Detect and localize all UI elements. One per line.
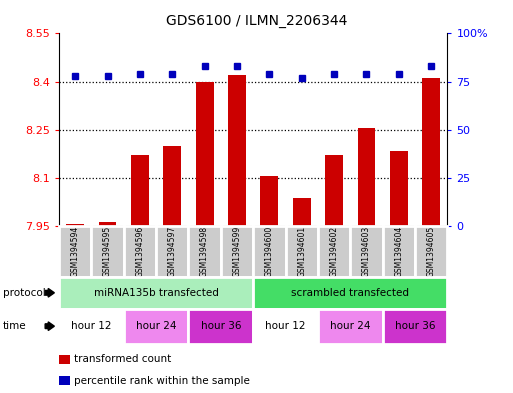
Text: GDS6100 / ILMN_2206344: GDS6100 / ILMN_2206344 [166,14,347,28]
Bar [350,226,383,277]
Text: GSM1394600: GSM1394600 [265,226,274,277]
Text: GSM1394605: GSM1394605 [427,226,436,277]
Bar [196,82,213,226]
Bar [293,198,310,226]
Bar [383,309,447,344]
Bar [59,226,91,277]
Text: miRNA135b transfected: miRNA135b transfected [94,288,219,298]
Bar [318,309,383,344]
Bar [66,224,84,226]
Bar [59,277,253,309]
Text: GSM1394598: GSM1394598 [200,226,209,277]
Bar [383,226,415,277]
Bar [156,226,188,277]
Text: hour 24: hour 24 [330,321,370,331]
Text: hour 36: hour 36 [394,321,435,331]
Text: hour 12: hour 12 [265,321,306,331]
Bar [188,309,253,344]
Text: transformed count: transformed count [74,354,172,364]
Text: GSM1394603: GSM1394603 [362,226,371,277]
Bar [59,309,124,344]
Bar [131,155,149,226]
Bar [253,226,286,277]
Text: GSM1394596: GSM1394596 [135,226,144,277]
Bar [261,176,278,226]
Bar [124,226,156,277]
Text: GSM1394602: GSM1394602 [329,226,339,277]
Bar [286,226,318,277]
Text: GSM1394604: GSM1394604 [394,226,403,277]
Bar [325,155,343,226]
Bar [318,226,350,277]
Text: GSM1394599: GSM1394599 [232,226,242,277]
Text: GSM1394594: GSM1394594 [71,226,80,277]
Text: time: time [3,321,26,331]
Bar [415,226,447,277]
Bar [253,277,447,309]
Text: GSM1394601: GSM1394601 [297,226,306,277]
Bar [253,309,318,344]
Text: hour 36: hour 36 [201,321,241,331]
Bar [390,151,408,226]
Bar [124,309,188,344]
Bar [91,226,124,277]
Bar [422,78,440,226]
Bar [221,226,253,277]
Bar [163,146,181,226]
Bar [228,75,246,226]
Text: GSM1394595: GSM1394595 [103,226,112,277]
Bar [358,128,376,226]
Text: GSM1394597: GSM1394597 [168,226,177,277]
Text: protocol: protocol [3,288,45,298]
Bar [188,226,221,277]
Text: percentile rank within the sample: percentile rank within the sample [74,376,250,386]
Bar [98,222,116,226]
Text: scrambled transfected: scrambled transfected [291,288,409,298]
Text: hour 24: hour 24 [136,321,176,331]
Text: hour 12: hour 12 [71,321,112,331]
